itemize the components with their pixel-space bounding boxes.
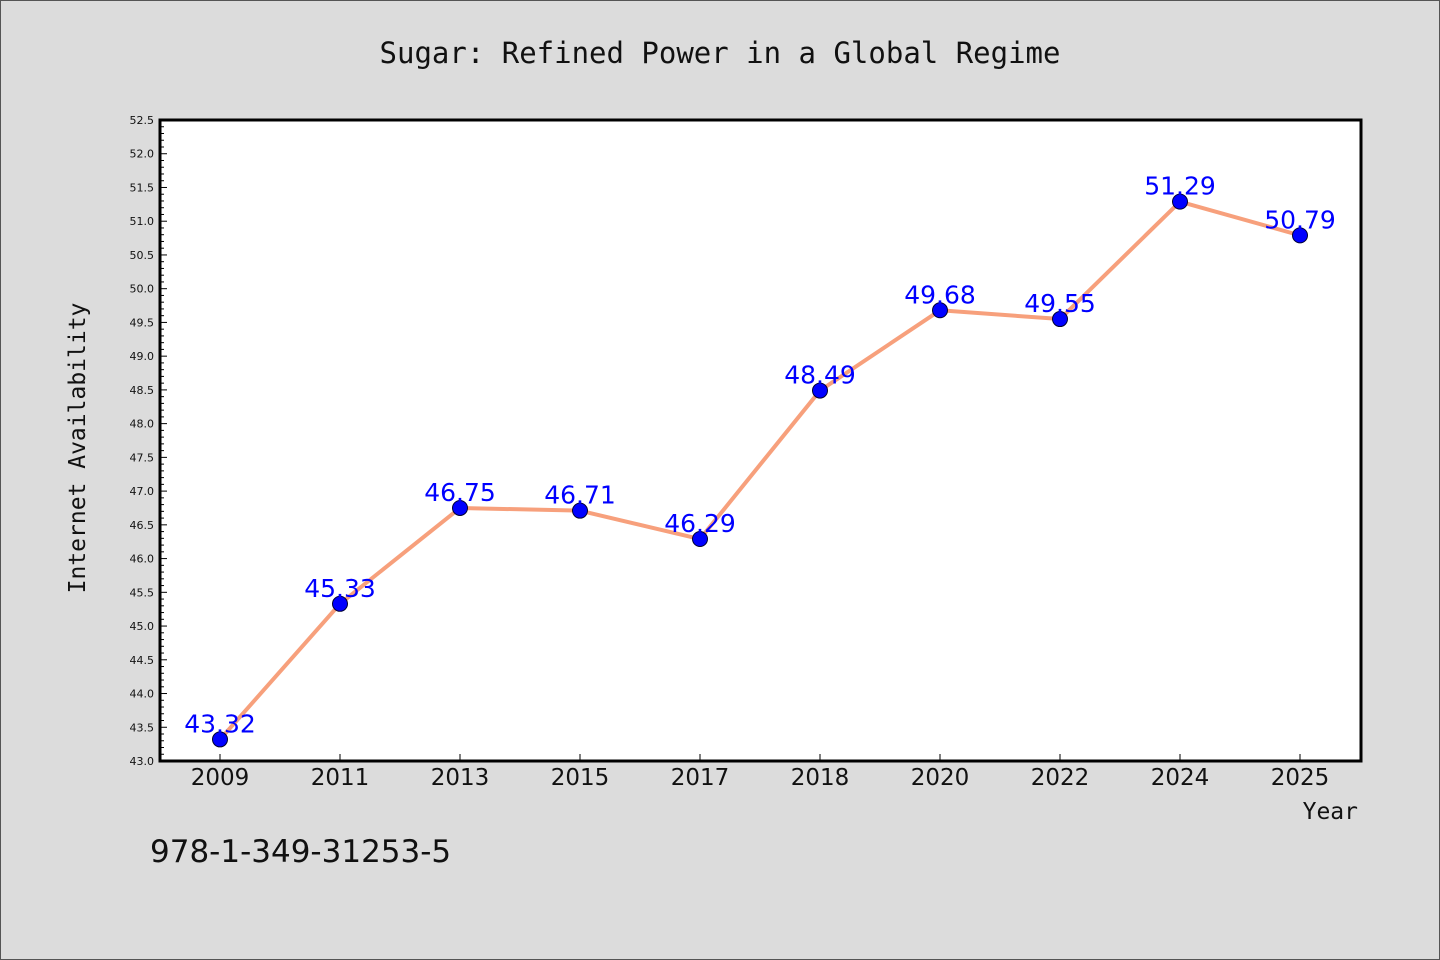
data-point [1292, 227, 1308, 244]
isbn-text: 978-1-349-31253-5 [150, 834, 452, 870]
data-label: 51.29 [1144, 172, 1216, 201]
data-label: 43.32 [184, 709, 256, 738]
y-tick-label: 49.0 [130, 350, 155, 363]
y-tick-label: 48.0 [130, 418, 155, 431]
x-tick-label: 2015 [551, 765, 610, 791]
data-point [932, 302, 948, 319]
y-tick-label: 47.0 [130, 485, 155, 498]
x-tick-label: 2009 [191, 765, 250, 791]
x-tick-label: 2025 [1271, 765, 1330, 791]
y-tick-label: 47.5 [130, 451, 155, 464]
plot-area [158, 118, 1363, 763]
y-tick-label: 46.0 [130, 553, 155, 566]
x-tick-label: 2018 [791, 765, 850, 791]
y-tick-label: 43.0 [130, 755, 155, 768]
y-tick-label: 52.0 [130, 148, 155, 161]
series-group: 43.32 45.33 46.75 46.71 46.29 48.49 49.68 49.55… [184, 172, 1336, 748]
data-point [212, 731, 228, 748]
chart-title: Sugar: Refined Power in a Global Regime [380, 36, 1061, 70]
data-label: 46.75 [424, 478, 496, 507]
data-point [692, 531, 708, 548]
data-label: 46.71 [544, 481, 616, 510]
y-tick-label: 44.0 [130, 688, 155, 701]
x-tick-label: 2024 [1151, 765, 1210, 791]
y-tick-label: 52.5 [130, 114, 155, 127]
x-tick-label: 2011 [311, 765, 370, 791]
x-tick-label: 2022 [1031, 765, 1090, 791]
series-line [218, 199, 1301, 741]
data-label: 50.79 [1264, 205, 1336, 234]
x-tick-label: 2020 [911, 765, 970, 791]
data-point [1052, 311, 1068, 328]
x-tick-label: 2017 [671, 765, 730, 791]
data-label: 48.49 [784, 361, 856, 390]
y-tick-label: 48.5 [130, 384, 155, 397]
data-point [572, 502, 588, 519]
y-tick-label: 45.5 [130, 586, 155, 599]
data-label: 49.68 [904, 280, 976, 309]
y-tick-label: 43.5 [130, 721, 155, 734]
y-tick-label: 45.0 [130, 620, 155, 633]
data-point [1172, 193, 1188, 210]
y-tick-label: 46.5 [130, 519, 155, 532]
data-point [812, 382, 828, 399]
data-point [452, 499, 468, 516]
data-point [332, 595, 348, 612]
y-tick-label: 51.5 [130, 181, 155, 194]
x-axis-label: Year [1303, 799, 1358, 825]
y-tick-label: 50.0 [130, 283, 155, 296]
y-tick-label: 51.0 [130, 215, 155, 228]
y-axis-label: Internet Availability [65, 303, 91, 594]
data-label: 49.55 [1024, 289, 1096, 318]
x-tick-label: 2013 [431, 765, 490, 791]
x-axis-ticks: 2009 2011 2013 2015 2017 2018 2020 2022 2024 2025 [191, 754, 1330, 791]
data-label: 45.33 [304, 574, 376, 603]
data-label: 46.29 [664, 509, 736, 538]
y-axis-ticks: 43.0 43.5 44.0 44.5 45.0 45.5 46.0 46.5 47.0 47.5… [130, 114, 167, 768]
y-tick-label: 50.5 [130, 249, 155, 262]
y-tick-label: 44.5 [130, 654, 155, 667]
y-tick-label: 49.5 [130, 316, 155, 329]
